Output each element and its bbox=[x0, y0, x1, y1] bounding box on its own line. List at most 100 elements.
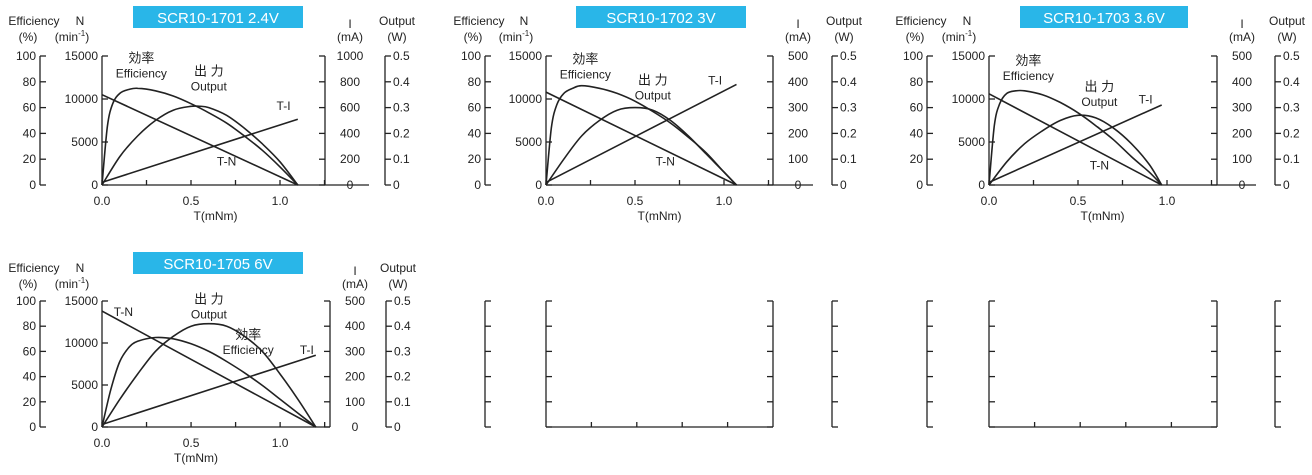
x-axis-title: T(mNm) bbox=[194, 209, 238, 223]
speed-tick-label: 0 bbox=[535, 178, 542, 192]
speed-axis-label: N bbox=[76, 261, 85, 275]
chart-panel-1: SCR10-1701 2.4VEfficiency(%)N(min-1)I(mA… bbox=[8, 6, 416, 223]
speed-tick-label: 10000 bbox=[65, 92, 99, 106]
ti-curve-label: T-I bbox=[277, 99, 291, 113]
efficiency-tick-label: 0 bbox=[29, 178, 36, 192]
speed-tick-label: 10000 bbox=[509, 92, 543, 106]
current-tick-label: 100 bbox=[788, 152, 808, 166]
chart-title-box bbox=[133, 252, 303, 274]
x-tick-label: 0.5 bbox=[183, 194, 200, 208]
series-output bbox=[101, 105, 299, 186]
efficiency-tick-label: 60 bbox=[910, 101, 924, 115]
output-tick-label: 0.3 bbox=[393, 101, 410, 115]
chart-title: SCR10-1705 6V bbox=[163, 256, 272, 273]
series-t-n bbox=[101, 310, 317, 428]
output-axis-label: Output bbox=[1269, 14, 1306, 28]
current-tick-label: 500 bbox=[345, 294, 365, 308]
speed-tick-label: 15000 bbox=[952, 49, 986, 63]
current-tick-label: 300 bbox=[1232, 101, 1252, 115]
speed-axis-unit-end: ) bbox=[85, 30, 89, 44]
x-tick-label: 0.0 bbox=[94, 436, 111, 450]
chart-title-box bbox=[133, 6, 303, 28]
output-axis-unit: (W) bbox=[1277, 30, 1296, 44]
efficiency-curve-label-ja: 効率 bbox=[1015, 53, 1041, 68]
efficiency-axis-label: Efficiency bbox=[8, 14, 59, 28]
speed-axis-unit: (min-1) bbox=[55, 276, 89, 291]
current-tick-label: 300 bbox=[345, 344, 365, 358]
chart-title-box bbox=[576, 6, 746, 28]
x-tick-label: 0.0 bbox=[94, 194, 111, 208]
output-curve-label-en: Output bbox=[635, 88, 672, 102]
tn-curve-label: T-N bbox=[114, 305, 133, 319]
efficiency-tick-label: 80 bbox=[910, 75, 924, 89]
chart-panel-2: SCR10-1702 3VEfficiency(%)N(min-1)I(mA)O… bbox=[453, 6, 863, 223]
current-tick-label: 100 bbox=[345, 395, 365, 409]
efficiency-curve-label-en: Efficiency bbox=[560, 68, 611, 82]
efficiency-tick-label: 60 bbox=[468, 101, 482, 115]
series-efficiency bbox=[101, 87, 299, 186]
current-tick-label: 500 bbox=[788, 49, 808, 63]
output-curve-label-ja: 出 力 bbox=[638, 72, 668, 87]
speed-axis-unit-end: ) bbox=[972, 30, 976, 44]
speed-axis-unit-base: (min bbox=[499, 30, 522, 44]
current-tick-label: 400 bbox=[1232, 75, 1252, 89]
ti-curve-label: T-I bbox=[708, 73, 722, 87]
speed-axis-unit-end: ) bbox=[85, 277, 89, 291]
series-efficiency bbox=[545, 84, 738, 186]
speed-tick-label: 5000 bbox=[71, 135, 98, 149]
speed-axis-label: N bbox=[520, 14, 529, 28]
series-efficiency bbox=[988, 89, 1163, 186]
output-tick-label: 0.4 bbox=[394, 319, 411, 333]
output-tick-label: 0.1 bbox=[1283, 152, 1300, 166]
series-t-i bbox=[101, 118, 299, 184]
chart-panel-3: SCR10-1703 3.6VEfficiency(%)N(min-1)I(mA… bbox=[895, 6, 1306, 223]
series-t-n bbox=[545, 91, 737, 186]
output-tick-label: 0 bbox=[840, 178, 847, 192]
efficiency-tick-label: 100 bbox=[16, 294, 36, 308]
efficiency-tick-label: 20 bbox=[468, 152, 482, 166]
output-curve-label-ja: 出 力 bbox=[1085, 79, 1115, 94]
current-tick-label: 0 bbox=[352, 420, 359, 434]
current-tick-label: 100 bbox=[1232, 152, 1252, 166]
efficiency-tick-label: 100 bbox=[16, 49, 36, 63]
output-tick-label: 0.2 bbox=[1283, 126, 1300, 140]
x-axis-title: T(mNm) bbox=[174, 451, 218, 465]
current-axis-label: I bbox=[1240, 17, 1243, 31]
x-tick-label: 1.0 bbox=[716, 194, 733, 208]
efficiency-axis-unit: (%) bbox=[906, 30, 925, 44]
output-tick-label: 0.1 bbox=[394, 395, 411, 409]
x-tick-label: 1.0 bbox=[272, 194, 289, 208]
efficiency-curve-label-ja: 効率 bbox=[235, 327, 261, 342]
current-axis-label: I bbox=[353, 264, 356, 278]
speed-axis-label: N bbox=[76, 14, 85, 28]
speed-axis-unit-sup: -1 bbox=[965, 29, 973, 38]
x-axis-title: T(mNm) bbox=[1081, 209, 1125, 223]
current-tick-label: 400 bbox=[345, 319, 365, 333]
speed-tick-label: 15000 bbox=[65, 49, 99, 63]
current-axis-unit: (mA) bbox=[337, 30, 363, 44]
efficiency-curve-label-en: Efficiency bbox=[116, 66, 167, 80]
current-axis-label: I bbox=[348, 17, 351, 31]
efficiency-tick-label: 40 bbox=[23, 370, 37, 384]
output-axis-label: Output bbox=[379, 14, 416, 28]
output-tick-label: 0.3 bbox=[394, 344, 411, 358]
series-t-n bbox=[101, 93, 299, 186]
speed-tick-label: 5000 bbox=[515, 135, 542, 149]
efficiency-tick-label: 0 bbox=[29, 420, 36, 434]
speed-tick-label: 15000 bbox=[509, 49, 543, 63]
efficiency-tick-label: 100 bbox=[903, 49, 923, 63]
empty-chart-panel-2 bbox=[926, 300, 1281, 428]
output-tick-label: 0.1 bbox=[393, 152, 410, 166]
efficiency-tick-label: 20 bbox=[23, 152, 37, 166]
series-output bbox=[988, 114, 1163, 186]
series-output bbox=[101, 322, 317, 428]
efficiency-tick-label: 80 bbox=[468, 75, 482, 89]
tn-curve-label: T-N bbox=[1090, 159, 1109, 173]
speed-axis-unit-sup: -1 bbox=[78, 276, 86, 285]
x-tick-label: 1.0 bbox=[1159, 194, 1176, 208]
efficiency-tick-label: 40 bbox=[23, 126, 37, 140]
efficiency-tick-label: 80 bbox=[23, 319, 37, 333]
output-curve-label-en: Output bbox=[1081, 95, 1118, 109]
efficiency-tick-label: 0 bbox=[474, 178, 481, 192]
